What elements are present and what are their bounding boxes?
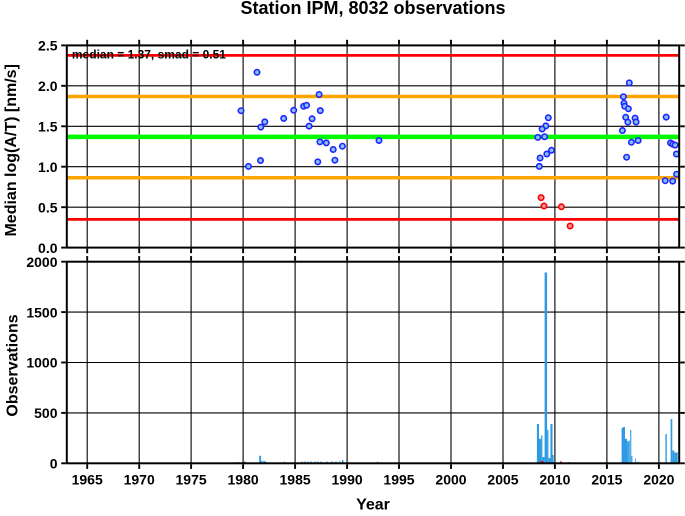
svg-text:2015: 2015 [591, 472, 622, 488]
svg-text:Median log(A/T) [nm/s]: Median log(A/T) [nm/s] [3, 64, 20, 236]
svg-text:0: 0 [50, 456, 58, 472]
svg-text:500: 500 [34, 405, 58, 421]
svg-text:2000: 2000 [26, 254, 57, 270]
svg-text:2.0: 2.0 [38, 78, 58, 94]
svg-text:1500: 1500 [26, 304, 57, 320]
svg-text:1.0: 1.0 [38, 159, 58, 175]
svg-text:1965: 1965 [72, 472, 103, 488]
svg-text:1985: 1985 [280, 472, 311, 488]
svg-text:1000: 1000 [26, 355, 57, 371]
svg-text:1980: 1980 [228, 472, 259, 488]
svg-text:1995: 1995 [383, 472, 414, 488]
svg-text:2010: 2010 [539, 472, 570, 488]
svg-text:2000: 2000 [435, 472, 466, 488]
svg-text:2.5: 2.5 [38, 38, 58, 54]
svg-text:1975: 1975 [176, 472, 207, 488]
svg-text:Observations: Observations [5, 314, 22, 416]
svg-text:Year: Year [356, 497, 390, 512]
svg-text:0.0: 0.0 [38, 240, 58, 256]
svg-text:2005: 2005 [487, 472, 518, 488]
svg-text:0.5: 0.5 [38, 199, 58, 215]
svg-text:Station IPM, 8032 observations: Station IPM, 8032 observations [240, 0, 505, 18]
svg-text:median = 1.37, smad = 0.51: median = 1.37, smad = 0.51 [72, 47, 226, 61]
svg-text:2020: 2020 [643, 472, 674, 488]
svg-text:1.5: 1.5 [38, 119, 58, 135]
svg-text:1990: 1990 [332, 472, 363, 488]
svg-text:1970: 1970 [124, 472, 155, 488]
